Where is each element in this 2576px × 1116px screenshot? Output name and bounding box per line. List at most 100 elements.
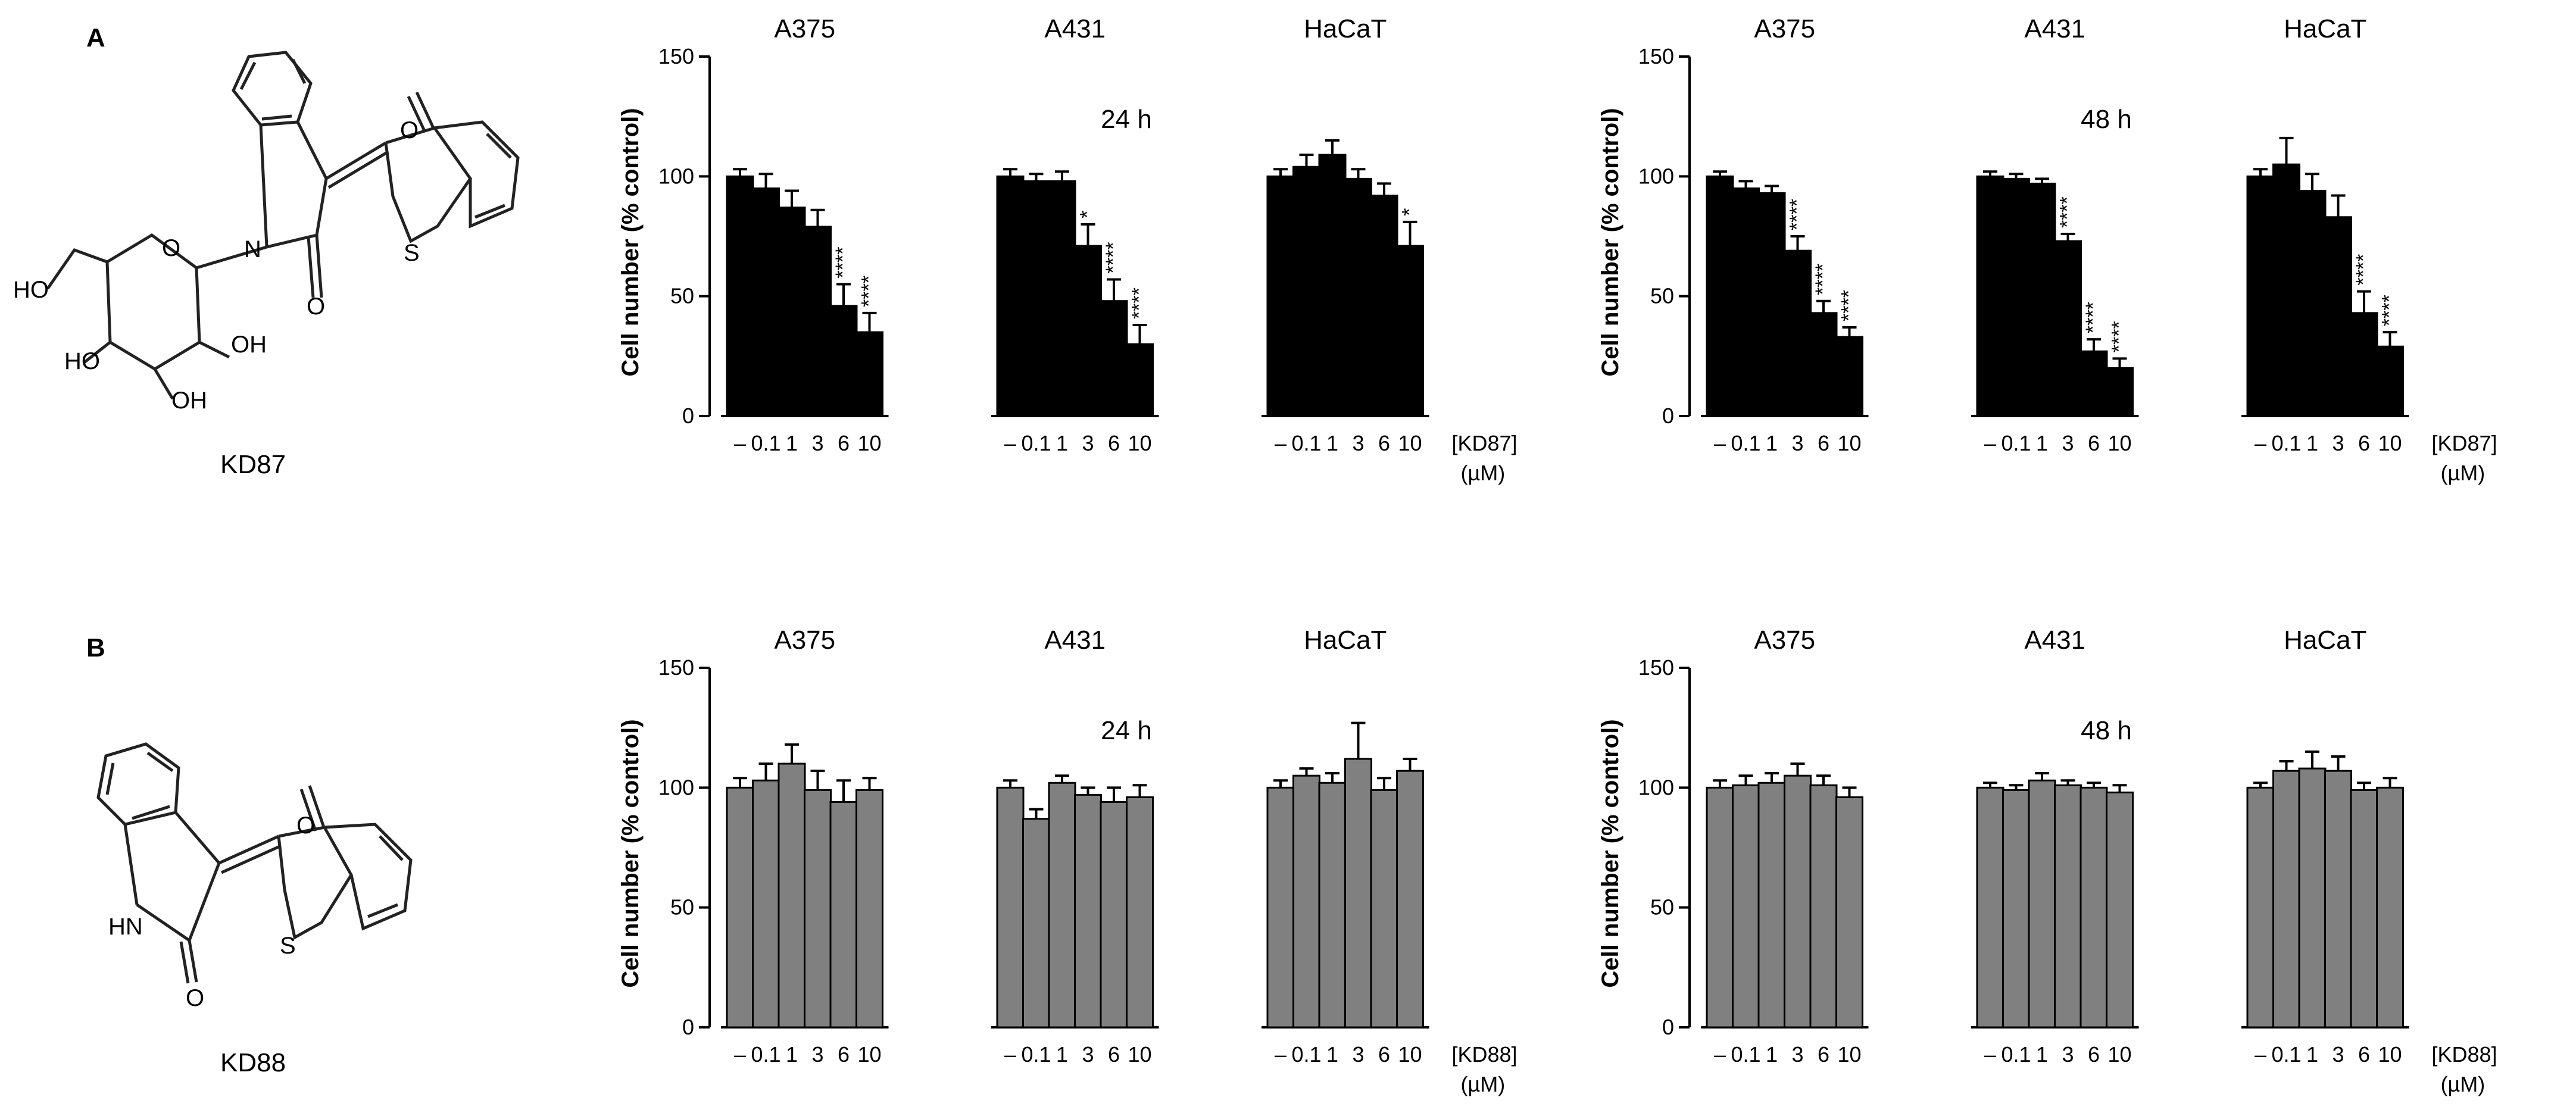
- significance-label: *: [1398, 208, 1421, 216]
- bar: [1976, 175, 2004, 417]
- atom-hn-kd88: HN: [108, 914, 143, 940]
- bar: [1370, 195, 1398, 417]
- atom-s-kd88: S: [280, 933, 296, 959]
- x-tick-label: –: [2255, 431, 2266, 455]
- bar: [1835, 796, 1863, 1029]
- time-label: 24 h: [1101, 716, 1152, 745]
- cell-line-title: A375: [1754, 14, 1815, 43]
- time-label: 48 h: [2081, 716, 2132, 745]
- compound-concentration-label: [KD88]: [1452, 1042, 1518, 1067]
- bar: [1292, 165, 1320, 417]
- bar: [1706, 786, 1734, 1029]
- significance-label: ****: [1128, 287, 1151, 319]
- bar: [752, 779, 780, 1029]
- x-tick-label: –: [1984, 1042, 1996, 1067]
- x-tick-label: 1: [2036, 1042, 2048, 1067]
- x-tick-label: 0.1: [1291, 1042, 1321, 1067]
- bar: [2079, 786, 2108, 1029]
- x-tick-label: 6: [1108, 1042, 1120, 1067]
- x-tick-label: –: [1984, 431, 1996, 455]
- x-tick-label: 0.1: [751, 431, 780, 455]
- y-tick-label: 150: [1638, 44, 1674, 68]
- x-tick-label: 10: [2378, 1042, 2402, 1067]
- x-tick-label: 10: [1398, 1042, 1422, 1067]
- bar: [804, 789, 832, 1029]
- time-label: 48 h: [2081, 105, 2132, 134]
- chart-a-48h: 0 50 100 150 Cell number (% control) 48 h A375…: [1597, 14, 2497, 485]
- compound-label-kd87: KD87: [220, 450, 286, 479]
- atom-oh-kd87: OH: [231, 332, 267, 358]
- bar: [2028, 182, 2056, 417]
- y-tick-label: 0: [682, 404, 694, 428]
- bar: [1048, 180, 1076, 417]
- cell-line-title: HaCaT: [2284, 626, 2366, 655]
- cell-line-title: A431: [2024, 14, 2085, 43]
- x-tick-label: 1: [2306, 431, 2318, 455]
- bar: [778, 207, 806, 417]
- atom-n-kd87: N: [244, 236, 261, 262]
- bar: [1396, 770, 1424, 1029]
- bar: [1757, 192, 1786, 417]
- bar: [2298, 767, 2327, 1029]
- x-tick-label: 6: [1818, 431, 1829, 455]
- atom-o-ring-kd87: O: [162, 235, 180, 261]
- x-tick-label: –: [1004, 431, 1016, 455]
- x-tick-label: –: [734, 1042, 746, 1067]
- y-tick-label: 150: [658, 655, 694, 680]
- compound-concentration-label: [KD88]: [2432, 1042, 2497, 1067]
- x-tick-label: 6: [2088, 1042, 2100, 1067]
- y-tick-label: 0: [682, 1015, 694, 1039]
- x-tick-label: 6: [2088, 431, 2100, 455]
- chart-a-24h: 0 50 100 150 Cell number (% control) 24 h A375…: [617, 14, 1518, 485]
- x-tick-label: 10: [857, 1042, 881, 1067]
- cell-line-title: A375: [774, 626, 835, 655]
- significance-label: ****: [2082, 302, 2104, 333]
- y-tick-label: 50: [1650, 895, 1674, 920]
- bar: [1126, 343, 1154, 417]
- x-tick-label: –: [2255, 1042, 2266, 1067]
- x-tick-label: 1: [1056, 431, 1068, 455]
- time-label: 24 h: [1101, 105, 1152, 134]
- bar: [726, 786, 754, 1029]
- kd87-structure: [46, 51, 520, 400]
- bar: [1344, 177, 1372, 417]
- x-tick-label: 10: [1837, 1042, 1861, 1067]
- significance-label: ****: [1786, 199, 1809, 230]
- x-tick-label: 10: [1398, 431, 1422, 455]
- x-tick-label: 3: [1082, 431, 1094, 455]
- x-tick-label: –: [1714, 1042, 1726, 1067]
- x-tick-label: 10: [1837, 431, 1861, 455]
- y-tick-label: 150: [658, 44, 694, 68]
- unit-label: (µM): [1461, 1072, 1506, 1096]
- x-tick-label: 1: [1056, 1042, 1068, 1067]
- x-tick-label: 6: [838, 431, 850, 455]
- significance-label: ****: [2352, 254, 2375, 286]
- bar: [2002, 789, 2030, 1029]
- atom-o-carbonyl-kd87: O: [307, 293, 325, 320]
- chart-b-48h: 0 50 100 150 Cell number (% control) 48 h A375…: [1597, 626, 2497, 1096]
- cell-line-title: HaCaT: [2284, 14, 2366, 43]
- panel-letter-a: A: [86, 23, 105, 52]
- x-tick-label: 6: [2358, 1042, 2370, 1067]
- bar: [2246, 175, 2275, 417]
- bar: [1706, 175, 1734, 417]
- panel-letter-b: B: [86, 633, 105, 662]
- atom-ho2-kd87: HO: [64, 348, 100, 374]
- bar: [2324, 770, 2352, 1029]
- significance-label: ****: [2378, 295, 2401, 326]
- bar: [752, 187, 780, 417]
- x-tick-label: 3: [1082, 1042, 1094, 1067]
- x-tick-label: 6: [1378, 1042, 1390, 1067]
- bar: [1809, 312, 1838, 417]
- x-tick-label: 10: [2107, 431, 2131, 455]
- bar: [2376, 786, 2404, 1029]
- bar: [2298, 189, 2327, 417]
- x-tick-label: –: [1275, 431, 1287, 455]
- atom-o-carbonyl-kd88: O: [186, 985, 204, 1011]
- x-tick-label: 0.1: [1021, 1042, 1051, 1067]
- bar: [2054, 240, 2082, 417]
- x-tick-label: 3: [2332, 1042, 2344, 1067]
- significance-label: ****: [858, 276, 880, 307]
- bar: [1074, 793, 1102, 1029]
- bar: [1266, 786, 1295, 1029]
